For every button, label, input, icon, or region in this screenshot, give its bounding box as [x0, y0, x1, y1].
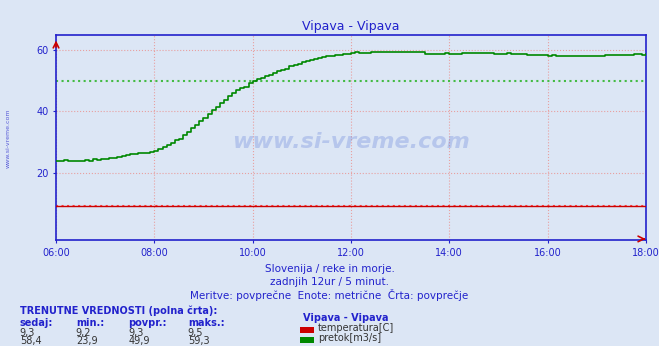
Text: 49,9: 49,9 — [129, 336, 150, 346]
Text: www.si-vreme.com: www.si-vreme.com — [232, 131, 470, 152]
Text: TRENUTNE VREDNOSTI (polna črta):: TRENUTNE VREDNOSTI (polna črta): — [20, 306, 217, 316]
Text: 58,4: 58,4 — [20, 336, 42, 346]
Text: pretok[m3/s]: pretok[m3/s] — [318, 333, 381, 343]
Text: 9,2: 9,2 — [76, 328, 92, 338]
Text: 9,3: 9,3 — [129, 328, 144, 338]
Text: temperatura[C]: temperatura[C] — [318, 323, 394, 333]
Text: www.si-vreme.com: www.si-vreme.com — [5, 109, 11, 168]
Text: 9,3: 9,3 — [20, 328, 35, 338]
Text: 9,5: 9,5 — [188, 328, 204, 338]
Text: min.:: min.: — [76, 318, 104, 328]
Text: 59,3: 59,3 — [188, 336, 210, 346]
Title: Vipava - Vipava: Vipava - Vipava — [302, 20, 399, 34]
Text: zadnjih 12ur / 5 minut.: zadnjih 12ur / 5 minut. — [270, 277, 389, 288]
Text: povpr.:: povpr.: — [129, 318, 167, 328]
Text: 23,9: 23,9 — [76, 336, 98, 346]
Text: maks.:: maks.: — [188, 318, 225, 328]
Text: Slovenija / reke in morje.: Slovenija / reke in morje. — [264, 264, 395, 274]
Text: sedaj:: sedaj: — [20, 318, 53, 328]
Text: Vipava - Vipava: Vipava - Vipava — [303, 313, 389, 323]
Text: Meritve: povprečne  Enote: metrične  Črta: povprečje: Meritve: povprečne Enote: metrične Črta:… — [190, 289, 469, 301]
